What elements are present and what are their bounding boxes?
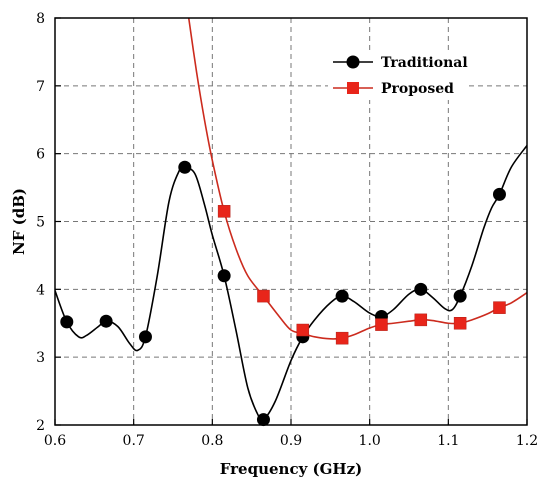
- series-line-traditional: [55, 145, 527, 422]
- legend-label-proposed: Proposed: [381, 81, 454, 97]
- data-point-proposed: [375, 318, 388, 331]
- data-point-traditional: [217, 269, 231, 283]
- data-point-proposed: [493, 301, 506, 314]
- x-tick-label: 0.7: [123, 433, 145, 449]
- data-point-traditional: [138, 330, 152, 344]
- data-point-proposed: [296, 323, 310, 337]
- data-point-proposed: [257, 289, 270, 303]
- legend-marker-traditional: [346, 55, 360, 69]
- x-tick-label: 0.6: [44, 433, 66, 449]
- y-tick-label: 4: [36, 282, 45, 298]
- data-point-traditional: [414, 282, 428, 296]
- data-point-proposed: [335, 331, 349, 345]
- y-axis-title: NF (dB): [10, 188, 28, 255]
- x-tick-label: 1.0: [359, 433, 381, 449]
- legend-label-traditional: Traditional: [381, 55, 468, 71]
- ticks: 0.6 0.7 0.8 0.9 1.0 1.1 1.2 2 3 4 5 6 7 8: [36, 11, 538, 449]
- data-point-traditional: [453, 289, 467, 303]
- data-point-proposed: [453, 317, 467, 330]
- data-point-traditional: [60, 315, 74, 329]
- x-tick-label: 0.9: [280, 433, 302, 449]
- y-tick-label: 7: [36, 79, 45, 95]
- data-point-traditional: [335, 289, 349, 303]
- data-point-traditional: [178, 160, 192, 174]
- y-tick-label: 5: [36, 215, 45, 231]
- data-point-proposed: [217, 205, 231, 218]
- y-tick-label: 6: [36, 147, 45, 163]
- legend-marker-proposed: [347, 82, 359, 94]
- y-tick-label: 3: [36, 350, 45, 366]
- data-point-traditional: [99, 314, 113, 328]
- data-point-traditional: [492, 187, 506, 201]
- x-axis-title: Frequency (GHz): [220, 460, 362, 478]
- legend: Traditional Proposed: [328, 50, 468, 100]
- x-tick-label: 1.2: [516, 433, 538, 449]
- data-point-traditional: [256, 413, 270, 427]
- x-tick-label: 1.1: [437, 433, 459, 449]
- series-layer: [55, 18, 527, 427]
- data-point-proposed: [414, 313, 428, 327]
- y-tick-label: 2: [36, 418, 45, 434]
- x-tick-label: 0.8: [201, 433, 223, 449]
- y-tick-label: 8: [36, 11, 45, 27]
